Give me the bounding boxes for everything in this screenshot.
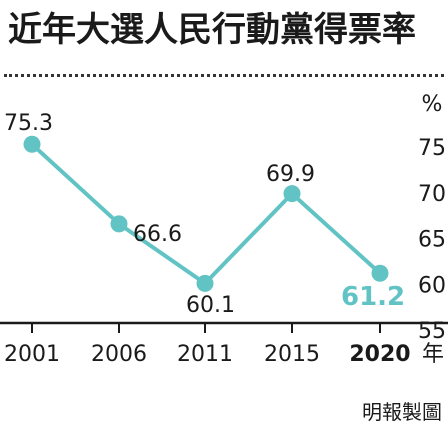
x-tick-label: 2001 bbox=[4, 342, 60, 367]
y-tick-label: 55 bbox=[418, 319, 446, 344]
data-label: 66.6 bbox=[133, 222, 182, 247]
data-label: 69.9 bbox=[266, 162, 315, 187]
data-point bbox=[110, 215, 128, 233]
x-axis-unit: 年 bbox=[422, 342, 444, 367]
x-tick-label: 2015 bbox=[264, 342, 320, 367]
y-axis-unit: % bbox=[422, 92, 443, 117]
series-layer bbox=[23, 135, 389, 292]
x-tick-label: 2020 bbox=[349, 342, 410, 367]
x-tick-label: 2011 bbox=[177, 342, 233, 367]
data-point bbox=[371, 264, 389, 282]
data-label: 61.2 bbox=[341, 282, 405, 312]
y-tick-label: 75 bbox=[418, 136, 446, 161]
axis-layer: 2001 2006 2011 2015 2020 年% 75 70 65 60 55 bbox=[0, 92, 448, 367]
y-tick-label: 70 bbox=[418, 182, 446, 207]
y-tick-label: 65 bbox=[418, 228, 446, 253]
series-line bbox=[30, 142, 382, 286]
data-label: 60.1 bbox=[186, 293, 235, 318]
y-tick-label: 60 bbox=[418, 273, 446, 298]
data-point bbox=[283, 185, 301, 203]
data-label: 75.3 bbox=[4, 111, 53, 136]
x-tick-label: 2006 bbox=[91, 342, 147, 367]
title-divider bbox=[4, 74, 444, 77]
chart-title: 近年大選人民行動黨得票率 bbox=[8, 10, 416, 50]
label-layer: 75.3 66.6 60.1 69.9 61.2 bbox=[4, 111, 405, 318]
credit-text: 明報製圖 bbox=[362, 400, 442, 424]
data-point bbox=[23, 135, 41, 153]
data-point bbox=[196, 274, 214, 292]
